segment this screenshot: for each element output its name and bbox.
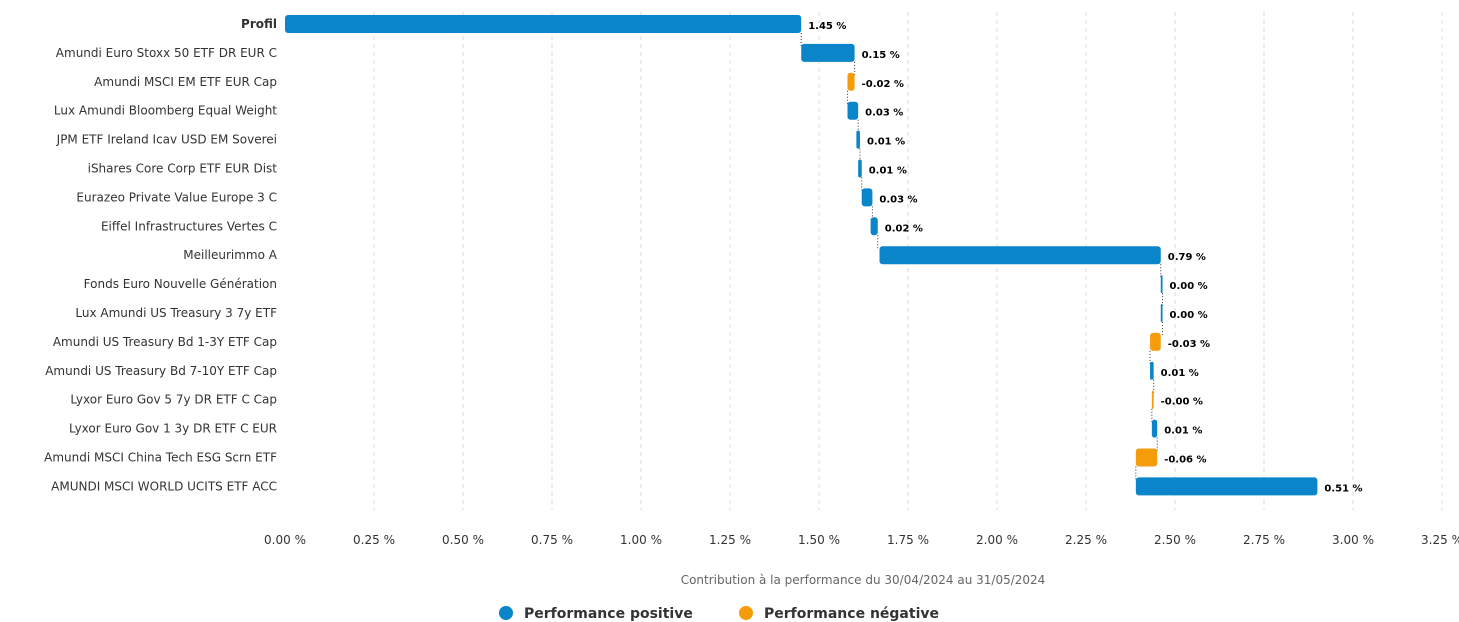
bar <box>858 159 862 178</box>
bar <box>870 217 878 236</box>
x-tick-label: 2.00 % <box>976 533 1018 547</box>
bar <box>801 43 855 62</box>
x-tick-label: 0.00 % <box>264 533 306 547</box>
data-label: 0.00 % <box>1170 281 1208 292</box>
bar <box>1151 419 1158 438</box>
bar <box>861 188 873 207</box>
data-label: 0.03 % <box>865 108 903 119</box>
category-label: iShares Core Corp ETF EUR Dist <box>88 162 278 176</box>
bar <box>1150 361 1154 380</box>
x-tick-label: 0.25 % <box>353 533 395 547</box>
x-tick-label: 2.25 % <box>1065 533 1107 547</box>
data-label: 1.45 % <box>808 21 846 32</box>
category-label: AMUNDI MSCI WORLD UCITS ETF ACC <box>51 479 277 493</box>
x-tick-label: 0.75 % <box>531 533 573 547</box>
data-label: 0.15 % <box>862 50 900 61</box>
category-label: Amundi MSCI China Tech ESG Scrn ETF <box>44 451 277 465</box>
data-label: -0.06 % <box>1164 455 1206 466</box>
data-label: -0.03 % <box>1168 339 1210 350</box>
category-label: Lyxor Euro Gov 1 3y DR ETF C EUR <box>69 422 277 436</box>
bar <box>1135 477 1318 496</box>
category-label: Profil <box>241 17 277 31</box>
x-tick-label: 3.00 % <box>1332 533 1374 547</box>
category-label: Eurazeo Private Value Europe 3 C <box>76 190 277 204</box>
category-label: Amundi MSCI EM ETF EUR Cap <box>94 75 277 89</box>
category-label: Lux Amundi US Treasury 3 7y ETF <box>75 306 277 320</box>
category-label-layer: Profil Amundi Euro Stoxx 50 ETF DR EUR C A… <box>44 17 278 493</box>
x-tick-label: 2.50 % <box>1154 533 1196 547</box>
bar <box>1151 390 1154 409</box>
data-label: -0.00 % <box>1161 397 1203 408</box>
x-tick-label-layer: 0.00 % 0.25 % 0.50 % 0.75 % 1.00 % 1.25 % 1.50… <box>264 533 1459 547</box>
bar <box>879 246 1161 265</box>
bar <box>856 130 860 149</box>
category-label: Lyxor Euro Gov 5 7y DR ETF C Cap <box>70 393 277 407</box>
connector-layer <box>800 33 1164 480</box>
x-tick-label: 0.50 % <box>442 533 484 547</box>
data-label: 0.01 % <box>869 166 907 177</box>
category-label: JPM ETF Ireland Icav USD EM Soverei <box>56 133 277 147</box>
legend-marker-positive <box>499 606 513 620</box>
category-label: Lux Amundi Bloomberg Equal Weight <box>54 104 277 118</box>
x-tick-label: 3.25 % <box>1421 533 1459 547</box>
bar <box>1160 275 1163 294</box>
x-tick-label: 1.25 % <box>709 533 751 547</box>
data-label: -0.02 % <box>862 79 904 90</box>
bar <box>1135 448 1158 467</box>
x-tick-label: 1.75 % <box>887 533 929 547</box>
x-axis-title: Contribution à la performance du 30/04/2… <box>681 573 1046 587</box>
legend-label-negative: Performance négative <box>764 606 939 622</box>
bar <box>285 15 802 33</box>
legend-item-negative[interactable]: Performance négative <box>739 606 939 622</box>
legend-label-positive: Performance positive <box>524 606 693 622</box>
category-label: Fonds Euro Nouvelle Génération <box>84 277 277 291</box>
category-label: Amundi US Treasury Bd 7-10Y ETF Cap <box>45 364 277 378</box>
data-label: 0.01 % <box>867 137 905 148</box>
data-label: 0.02 % <box>885 223 923 234</box>
legend-marker-negative <box>739 606 753 620</box>
category-label: Eiffel Infrastructures Vertes C <box>101 219 277 233</box>
bar <box>847 101 859 120</box>
legend-item-positive[interactable]: Performance positive <box>499 606 693 622</box>
data-label: 0.79 % <box>1168 252 1206 263</box>
category-label: Amundi US Treasury Bd 1-3Y ETF Cap <box>53 335 277 349</box>
bar <box>1150 332 1161 351</box>
legend[interactable]: Performance positive Performance négativ… <box>499 606 939 622</box>
data-label: 0.00 % <box>1170 310 1208 321</box>
data-label: 0.01 % <box>1161 368 1199 379</box>
data-label: 0.51 % <box>1324 483 1362 494</box>
data-label: 0.01 % <box>1164 426 1202 437</box>
bar-layer <box>285 15 1318 496</box>
category-label: Amundi Euro Stoxx 50 ETF DR EUR C <box>56 46 277 60</box>
category-label: Meilleurimmo A <box>183 248 278 262</box>
x-tick-label: 1.00 % <box>620 533 662 547</box>
data-label-layer: 1.45 % 0.15 % -0.02 % 0.03 % 0.01 % 0.01 % 0.0… <box>808 21 1362 494</box>
x-tick-label: 2.75 % <box>1243 533 1285 547</box>
data-label: 0.03 % <box>879 194 917 205</box>
x-tick-label: 1.50 % <box>798 533 840 547</box>
bar <box>847 72 855 91</box>
bar <box>1160 304 1163 322</box>
